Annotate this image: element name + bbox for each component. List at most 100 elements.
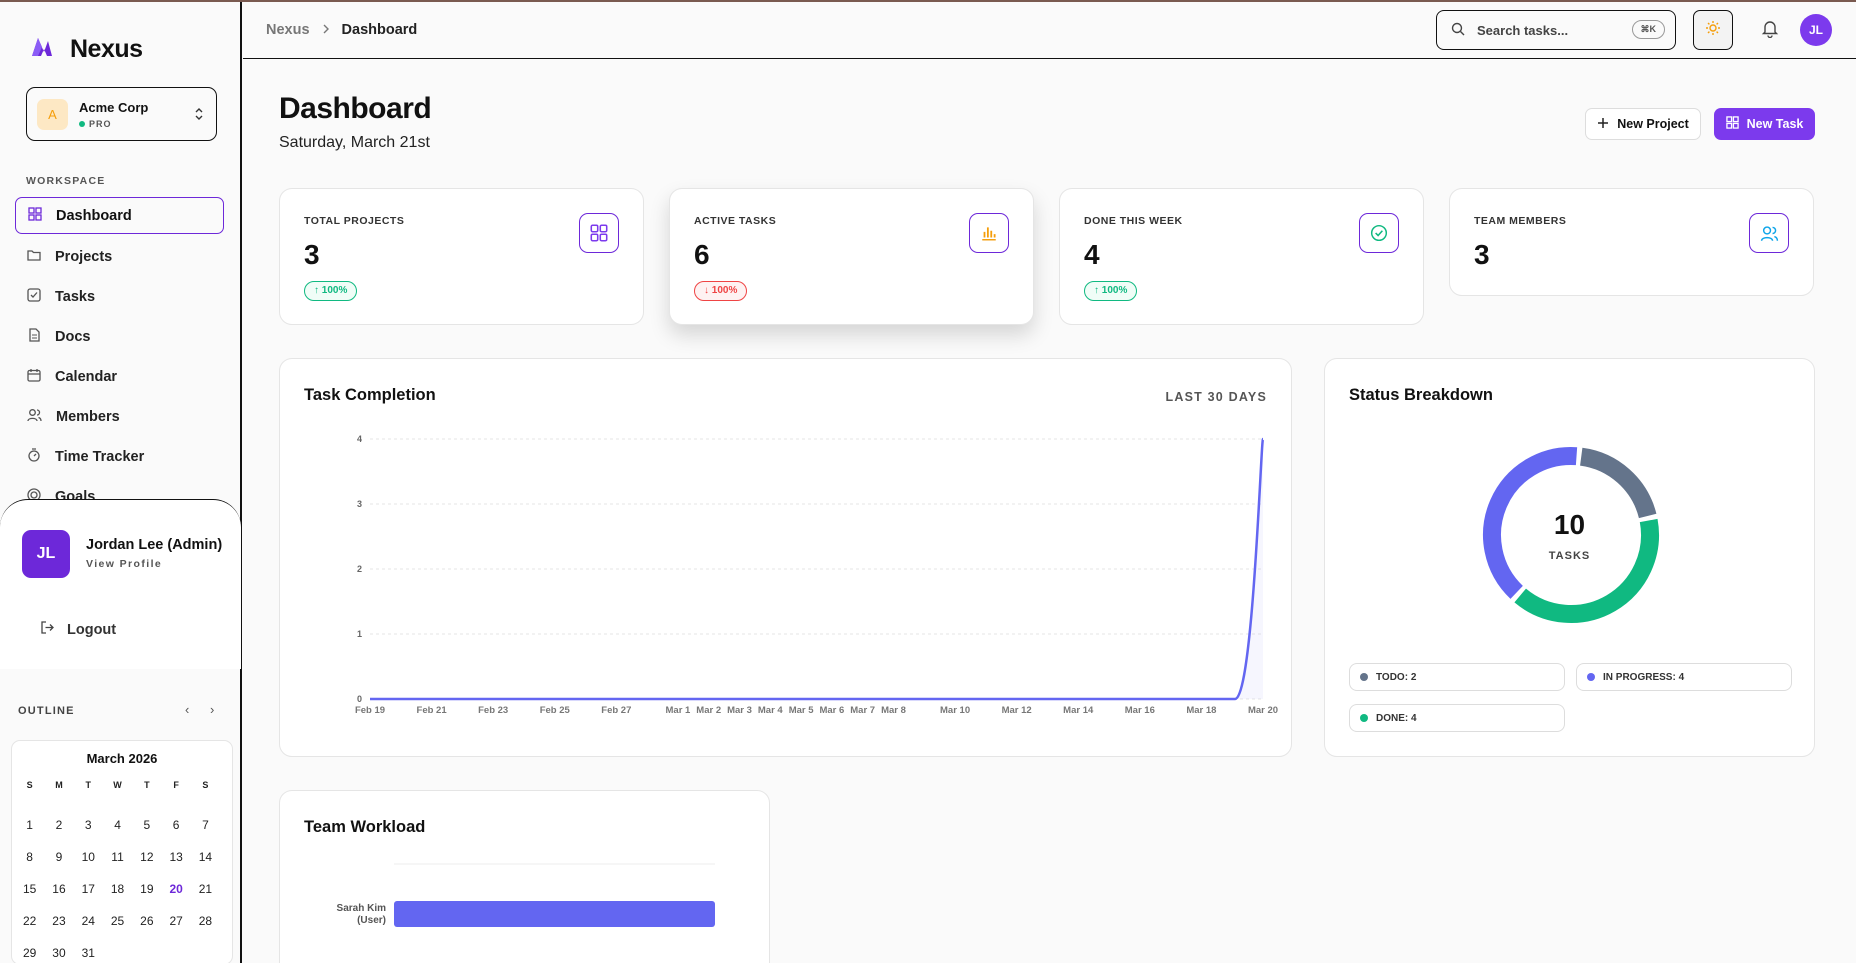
calendar-day[interactable]: 24 — [81, 914, 95, 928]
search-shortcut: ⌘K — [1631, 20, 1665, 39]
donut-slice-in-progress — [1483, 447, 1578, 599]
breadcrumb-root[interactable]: Nexus — [266, 22, 310, 38]
calendar-day[interactable]: 15 — [22, 882, 37, 896]
sidebar-item-calendar[interactable]: Calendar — [15, 358, 224, 395]
y-tick-label: 4 — [357, 434, 362, 444]
calendar-day[interactable]: 21 — [198, 882, 213, 896]
stat-card-team-members[interactable]: TEAM MEMBERS 3 — [1449, 188, 1814, 296]
bell-icon — [1761, 21, 1779, 42]
calendar-day[interactable]: 7 — [202, 818, 209, 832]
new-task-button[interactable]: New Task — [1714, 108, 1815, 140]
legend-in-progress[interactable]: IN PROGRESS: 4 — [1576, 663, 1792, 691]
stat-label: TEAM MEMBERS — [1474, 215, 1567, 227]
calendar-day[interactable]: 27 — [169, 914, 183, 928]
stat-card-total-projects[interactable]: TOTAL PROJECTS 3 ↑ 100% — [279, 188, 644, 325]
stat-value: 6 — [694, 239, 710, 270]
calendar-day[interactable]: 4 — [114, 818, 121, 832]
check-circle-icon — [1359, 213, 1399, 253]
calendar-day[interactable]: 5 — [143, 818, 151, 832]
breadcrumb-current: Dashboard — [341, 22, 418, 38]
x-tick-label: Mar 12 — [1002, 705, 1032, 716]
calendar-day[interactable]: 26 — [140, 914, 154, 928]
calendar-day[interactable]: 16 — [52, 882, 66, 896]
calendar-day[interactable]: 3 — [84, 818, 92, 832]
calendar-day[interactable]: 25 — [110, 914, 125, 928]
calendar-day[interactable]: 6 — [172, 818, 180, 832]
calendar-day[interactable]: 13 — [169, 850, 183, 864]
stat-card-active-tasks[interactable]: ACTIVE TASKS 6 ↓ 100% — [669, 188, 1034, 325]
sidebar-item-time-tracker[interactable]: Time Tracker — [15, 438, 224, 475]
x-tick-label: Mar 5 — [789, 705, 815, 716]
calendar-day[interactable]: 8 — [26, 850, 33, 864]
series-line — [370, 437, 1265, 701]
stat-label: TOTAL PROJECTS — [304, 215, 405, 227]
calendar-day[interactable]: 17 — [81, 882, 95, 896]
x-tick-label: Feb 23 — [478, 705, 508, 716]
calendar-day[interactable]: 30 — [52, 946, 66, 960]
calendar-icon — [27, 368, 41, 386]
theme-toggle-button[interactable] — [1693, 10, 1733, 50]
calendar-day[interactable]: 11 — [111, 850, 124, 864]
calendar-day[interactable]: 9 — [55, 850, 63, 864]
sidebar-item-tasks[interactable]: Tasks — [15, 278, 224, 315]
search-input[interactable]: Search tasks... ⌘K — [1436, 10, 1676, 50]
new-project-button[interactable]: New Project — [1585, 108, 1701, 140]
trend-badge: ↑ 100% — [304, 281, 358, 301]
calendar-day-today[interactable]: 20 — [169, 882, 183, 896]
sidebar-item-dashboard[interactable]: Dashboard — [15, 197, 224, 234]
org-switcher[interactable]: A Acme Corp PRO — [26, 87, 217, 141]
user-avatar-button[interactable]: JL — [1800, 14, 1832, 46]
user-avatar[interactable]: JL — [22, 530, 70, 578]
card-title: Status Breakdown — [1349, 386, 1493, 404]
user-card: JL Jordan Lee (Admin) View Profile Logou… — [0, 499, 241, 669]
legend-done[interactable]: DONE: 4 — [1349, 704, 1565, 732]
search-placeholder: Search tasks... — [1477, 22, 1569, 38]
view-profile-link[interactable]: View Profile — [86, 558, 163, 570]
user-name[interactable]: Jordan Lee (Admin) — [86, 537, 223, 553]
chevron-updown-icon — [194, 107, 204, 126]
range-selector[interactable]: LAST 30 DAYS — [1165, 390, 1267, 404]
users-icon — [27, 408, 42, 426]
trend-badge: ↓ 100% — [694, 281, 748, 301]
workspace-section-label: WORKSPACE — [26, 175, 106, 187]
calendar-day[interactable]: 31 — [81, 946, 95, 960]
sidebar-item-label: Dashboard — [56, 207, 132, 224]
calendar-day[interactable]: 28 — [198, 914, 213, 928]
stat-value: 4 — [1084, 239, 1100, 270]
sidebar-item-label: Docs — [55, 328, 91, 345]
x-tick-label: Mar 20 — [1248, 705, 1278, 716]
calendar-day[interactable]: 22 — [22, 914, 37, 928]
logout-button[interactable]: Logout — [40, 620, 116, 639]
sidebar-item-projects[interactable]: Projects — [15, 238, 224, 275]
calendar-day[interactable]: 23 — [52, 914, 66, 928]
calendar-day[interactable]: 1 — [26, 818, 33, 832]
stat-value: 3 — [1474, 239, 1490, 270]
sidebar-item-label: Projects — [55, 248, 113, 265]
app-logo[interactable]: Nexus — [30, 35, 143, 64]
calendar-day[interactable]: 14 — [198, 850, 213, 864]
weekday-header: F — [173, 780, 179, 790]
notifications-button[interactable] — [1761, 19, 1779, 43]
legend-todo[interactable]: TODO: 2 — [1349, 663, 1565, 691]
x-tick-label: Mar 3 — [727, 705, 752, 716]
sidebar-item-label: Tasks — [55, 288, 96, 305]
stat-card-done-this-week[interactable]: DONE THIS WEEK 4 ↑ 100% — [1059, 188, 1424, 325]
calendar-day[interactable]: 19 — [140, 882, 154, 896]
prev-month-icon[interactable]: ‹ — [185, 702, 190, 717]
sidebar-item-label: Members — [56, 408, 120, 425]
org-avatar: A — [37, 98, 68, 130]
org-plan: PRO — [79, 119, 148, 129]
x-tick-label: Mar 1 — [666, 705, 692, 716]
sidebar-item-members[interactable]: Members — [15, 398, 224, 435]
sidebar-item-docs[interactable]: Docs — [15, 318, 224, 355]
workload-bar — [394, 901, 715, 927]
status-donut-chart — [1483, 447, 1659, 623]
stat-value: 3 — [304, 239, 320, 270]
grid-icon — [28, 206, 42, 225]
calendar-day[interactable]: 18 — [110, 882, 125, 896]
calendar-day[interactable]: 10 — [81, 850, 95, 864]
calendar-day[interactable]: 2 — [55, 818, 63, 832]
calendar-day[interactable]: 12 — [140, 850, 154, 864]
calendar-day[interactable]: 29 — [22, 946, 37, 960]
next-month-icon[interactable]: › — [210, 702, 215, 717]
